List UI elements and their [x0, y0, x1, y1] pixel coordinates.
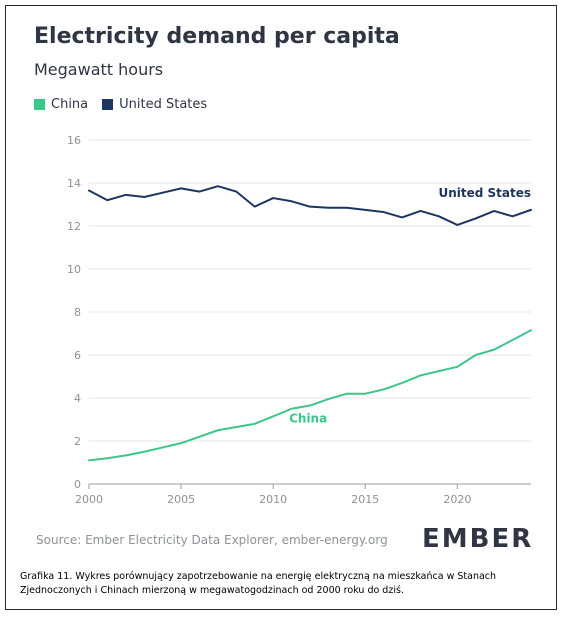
series-label-china: China [289, 412, 327, 426]
series-label-united-states: United States [438, 186, 531, 200]
y-tick-label: 8 [74, 306, 81, 319]
y-tick-label: 14 [67, 177, 81, 190]
chart-legend: China United States [34, 97, 221, 112]
legend-swatch-china [34, 99, 45, 110]
series-layer [88, 185, 532, 462]
series-line-china [88, 329, 532, 462]
legend-label-united-states: United States [119, 97, 208, 112]
y-tick-label: 2 [74, 435, 81, 448]
chart-title: Electricity demand per capita [34, 24, 400, 49]
x-tick-label: 2000 [75, 493, 103, 506]
chart-subtitle: Megawatt hours [34, 60, 164, 79]
source-note: Source: Ember Electricity Data Explorer,… [36, 533, 388, 547]
y-tick-label: 4 [74, 392, 81, 405]
grid-layer [89, 139, 531, 485]
label-layer: United States China [289, 186, 531, 426]
axis-layer: 0 2 4 6 8 10 12 14 16 2000 2005 2010 2015 2020 [67, 134, 471, 506]
legend-swatch-united-states [102, 99, 114, 110]
x-tick-label: 2015 [351, 493, 379, 506]
line-chart: 0 2 4 6 8 10 12 14 16 2000 2005 2010 2015 2020 United… [67, 134, 532, 506]
x-tick-label: 2010 [259, 493, 287, 506]
chart-card: Electricity demand per capita Megawatt h… [16, 14, 551, 559]
y-tick-label: 12 [67, 220, 81, 233]
figure-frame: Electricity demand per capita Megawatt h… [5, 5, 557, 610]
y-tick-label: 10 [67, 263, 81, 276]
x-tick-label: 2020 [443, 493, 471, 506]
legend-item-china: China [34, 97, 88, 112]
series-line-united-states [88, 185, 532, 226]
ember-logo: EMBER [422, 524, 534, 554]
y-tick-label: 16 [67, 134, 81, 147]
y-tick-label: 0 [74, 478, 81, 491]
figure-caption: Grafika 11. Wykres porównujący zapotrzeb… [20, 571, 497, 596]
y-tick-label: 6 [74, 349, 81, 362]
legend-label-china: China [51, 97, 89, 112]
legend-item-united-states: United States [102, 97, 207, 112]
x-tick-label: 2005 [167, 493, 195, 506]
